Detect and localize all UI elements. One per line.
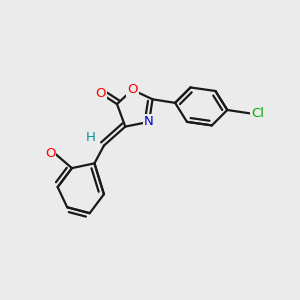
Text: Cl: Cl: [251, 107, 264, 120]
Text: O: O: [127, 83, 138, 96]
Text: O: O: [95, 87, 106, 100]
Text: H: H: [86, 131, 96, 144]
Text: O: O: [45, 147, 55, 161]
Text: N: N: [144, 115, 154, 128]
